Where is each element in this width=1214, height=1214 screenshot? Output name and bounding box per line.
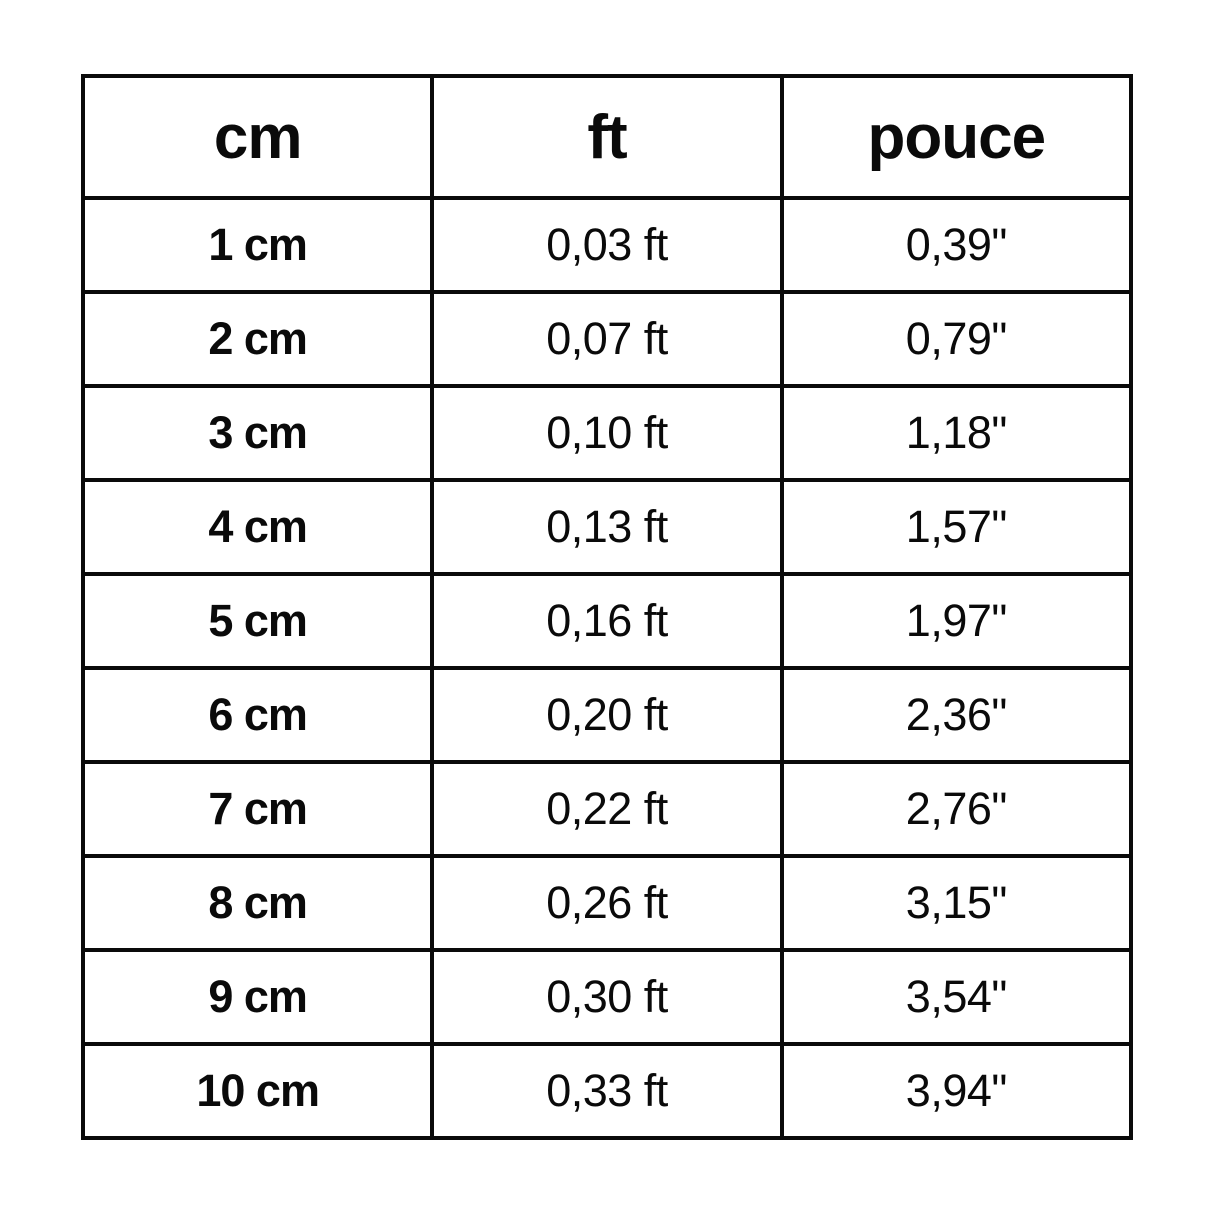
pouce-value: 2,76" [779, 760, 1134, 858]
table-row: 3 cm 0,10 ft 1,18" [80, 384, 1134, 482]
column-header-pouce: pouce [779, 74, 1134, 200]
cm-value: 3 cm [80, 384, 435, 482]
ft-value: 0,22 ft [430, 760, 784, 858]
table-row: 7 cm 0,22 ft 2,76" [80, 760, 1134, 858]
pouce-value: 3,54" [779, 948, 1134, 1046]
table-row: 8 cm 0,26 ft 3,15" [80, 854, 1134, 952]
table-row: 9 cm 0,30 ft 3,54" [80, 948, 1134, 1046]
cm-value: 1 cm [80, 196, 435, 294]
table-row: 6 cm 0,20 ft 2,36" [80, 666, 1134, 764]
pouce-value: 0,39" [779, 196, 1134, 294]
pouce-value: 3,15" [779, 854, 1134, 952]
ft-value: 0,33 ft [430, 1042, 784, 1140]
pouce-value: 1,57" [779, 478, 1134, 576]
table-row: 2 cm 0,07 ft 0,79" [80, 290, 1134, 388]
pouce-value: 1,18" [779, 384, 1134, 482]
table-row: 1 cm 0,03 ft 0,39" [80, 196, 1134, 294]
pouce-value: 2,36" [779, 666, 1134, 764]
ft-value: 0,26 ft [430, 854, 784, 952]
ft-value: 0,13 ft [430, 478, 784, 576]
cm-value: 2 cm [80, 290, 435, 388]
ft-value: 0,20 ft [430, 666, 784, 764]
table-row: 5 cm 0,16 ft 1,97" [80, 572, 1134, 670]
table-row: 10 cm 0,33 ft 3,94" [80, 1042, 1134, 1140]
pouce-value: 3,94" [779, 1042, 1134, 1140]
cm-value: 6 cm [80, 666, 435, 764]
column-header-ft: ft [430, 74, 784, 200]
ft-value: 0,16 ft [430, 572, 784, 670]
cm-value: 9 cm [80, 948, 435, 1046]
cm-value: 7 cm [80, 760, 435, 858]
ft-value: 0,30 ft [430, 948, 784, 1046]
conversion-table: cm ft pouce 1 cm 0,03 ft 0,39" 2 cm 0,07… [80, 74, 1134, 1140]
ft-value: 0,03 ft [430, 196, 784, 294]
pouce-value: 1,97" [779, 572, 1134, 670]
ft-value: 0,07 ft [430, 290, 784, 388]
cm-value: 4 cm [80, 478, 435, 576]
table-header-row: cm ft pouce [80, 74, 1134, 200]
ft-value: 0,10 ft [430, 384, 784, 482]
cm-value: 8 cm [80, 854, 435, 952]
column-header-cm: cm [80, 74, 435, 200]
table-row: 4 cm 0,13 ft 1,57" [80, 478, 1134, 576]
cm-value: 5 cm [80, 572, 435, 670]
pouce-value: 0,79" [779, 290, 1134, 388]
cm-value: 10 cm [80, 1042, 435, 1140]
